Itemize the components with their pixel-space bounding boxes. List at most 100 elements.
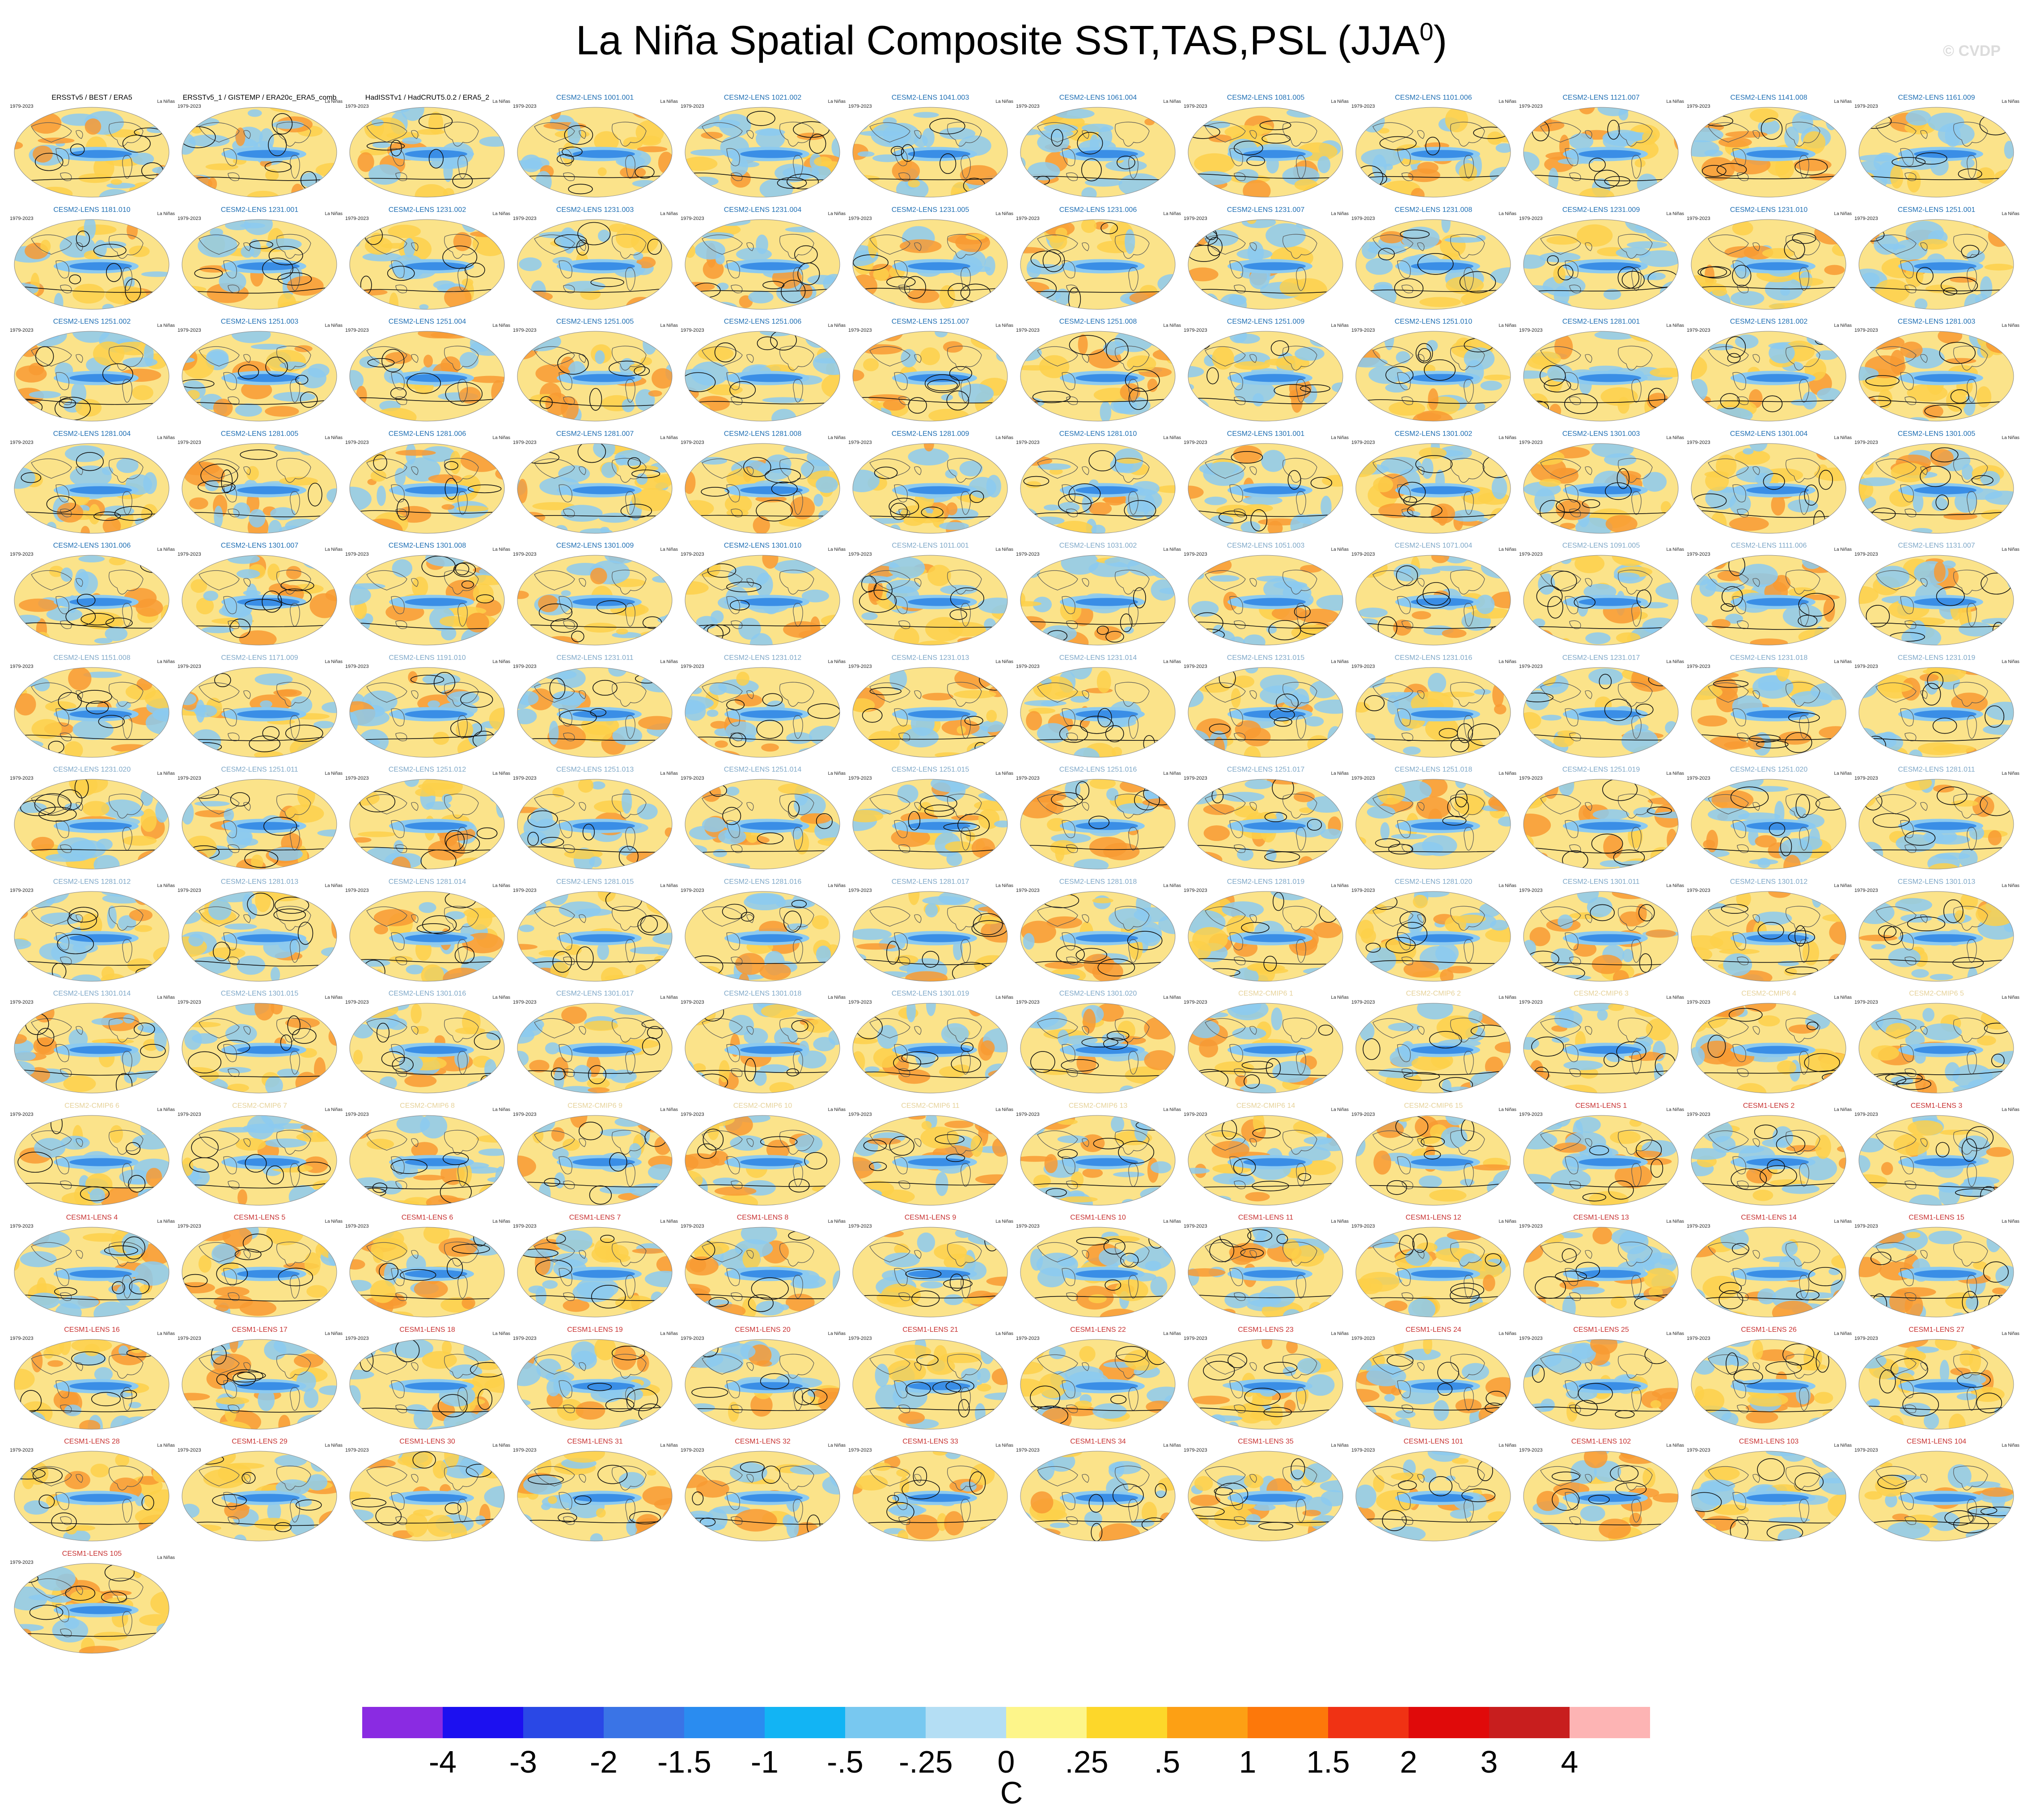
panel-label: CESM1-LENS 35 [1238, 1438, 1294, 1445]
colorbar-box [1409, 1707, 1489, 1738]
panel-period: 1979-2023 [1687, 439, 1710, 445]
panel-label: CESM2-LENS 1121.007 [1562, 94, 1640, 101]
panel-map [182, 1451, 337, 1541]
panel-label: CESM1-LENS 103 [1739, 1438, 1799, 1445]
panel-map [349, 1003, 505, 1094]
panel-map [1188, 1003, 1343, 1094]
panel-period: 1979-2023 [178, 439, 201, 445]
panel-map [182, 667, 337, 757]
panel-period: 1979-2023 [1519, 1111, 1543, 1117]
panel-stats: La Niñas [1163, 1219, 1181, 1224]
colorbar-tick-label: 1.5 [1306, 1744, 1350, 1779]
panel-label: HadISSTv1 / HadCRUT5.0.2 / ERA5_2 [365, 94, 490, 101]
panel-map [349, 779, 505, 870]
panel-label: CESM2-CMIP6 8 [400, 1102, 455, 1110]
panel-period: 1979-2023 [1184, 328, 1207, 333]
map-panel: CESM2-LENS 1251.020 1979-2023 La Niñas [1685, 766, 1853, 878]
map-panel: ERSSTv5_1 / GISTEMP / ERA20c_ERA5_comb 19… [176, 94, 343, 206]
panel-map [685, 107, 840, 198]
colorbar-tick-label: -4 [428, 1744, 457, 1779]
panel-label: CESM2-CMIP6 4 [1741, 990, 1796, 997]
panel-stats: La Niñas [2002, 659, 2019, 664]
map-panel: CESM2-LENS 1301.008 1979-2023 La Niñas [343, 542, 511, 654]
panel-map [517, 219, 673, 309]
colorbar-tick-label: -2 [589, 1744, 618, 1779]
panel-label: CESM2-LENS 1031.002 [1059, 542, 1137, 549]
panel-map [1020, 107, 1176, 198]
panel-stats: La Niñas [1666, 323, 1684, 328]
map-panel: CESM2-LENS 1151.008 1979-2023 La Niñas [8, 654, 176, 766]
panel-stats: La Niñas [660, 99, 678, 104]
panel-stats: La Niñas [660, 435, 678, 440]
panel-label: CESM2-LENS 1301.013 [1897, 878, 1976, 886]
panel-label: CESM2-LENS 1301.020 [1059, 990, 1137, 997]
map-panel: CESM1-LENS 9 1979-2023 La Niñas [846, 1214, 1014, 1326]
map-panel: CESM1-LENS 102 1979-2023 La Niñas [1517, 1438, 1685, 1550]
map-panel: CESM1-LENS 13 1979-2023 La Niñas [1517, 1214, 1685, 1326]
panel-label: CESM1-LENS 14 [1741, 1214, 1797, 1221]
map-panel: CESM1-LENS 34 1979-2023 La Niñas [1014, 1438, 1182, 1550]
panel-label: CESM2-LENS 1281.014 [388, 878, 466, 886]
panel-map [1355, 779, 1511, 870]
panel-map [1691, 1003, 1846, 1094]
panel-label: CESM2-LENS 1251.008 [1059, 318, 1137, 325]
panel-map [1691, 667, 1846, 757]
panel-map [182, 555, 337, 646]
panel-period: 1979-2023 [1854, 552, 1878, 557]
map-panel: CESM1-LENS 5 1979-2023 La Niñas [176, 1214, 343, 1326]
map-panel: CESM2-LENS 1231.012 1979-2023 La Niñas [679, 654, 846, 766]
panel-label: CESM2-LENS 1251.016 [1059, 766, 1137, 773]
panel-map [182, 1003, 337, 1094]
panel-label: CESM2-LENS 1231.012 [724, 654, 802, 662]
panel-period: 1979-2023 [1351, 776, 1375, 781]
panel-label: CESM1-LENS 28 [64, 1438, 120, 1445]
panel-map [1355, 443, 1511, 533]
panel-map [1691, 891, 1846, 981]
panel-label: CESM2-LENS 1251.013 [556, 766, 634, 773]
title-close-paren: ) [1433, 17, 1447, 63]
panel-period: 1979-2023 [848, 439, 872, 445]
panel-map [14, 331, 169, 422]
panel-map [1523, 107, 1679, 198]
map-panel: CESM1-LENS 26 1979-2023 La Niñas [1685, 1326, 1853, 1438]
panel-map [1691, 1115, 1846, 1205]
panel-stats: La Niñas [995, 659, 1013, 664]
panel-period: 1979-2023 [513, 1448, 537, 1453]
panel-map [1858, 1115, 2014, 1205]
panel-period: 1979-2023 [178, 663, 201, 669]
panel-label: CESM2-CMIP6 10 [733, 1102, 792, 1110]
map-panel: CESM1-LENS 18 1979-2023 La Niñas [343, 1326, 511, 1438]
panel-period: 1979-2023 [848, 776, 872, 781]
map-panel: CESM1-LENS 35 1979-2023 La Niñas [1182, 1438, 1350, 1550]
panel-map [1523, 1115, 1679, 1205]
panel-stats: La Niñas [1498, 659, 1516, 664]
panel-period: 1979-2023 [1687, 104, 1710, 109]
panel-label: CESM2-LENS 1281.013 [220, 878, 299, 886]
map-panel: CESM2-LENS 1281.019 1979-2023 La Niñas [1182, 878, 1350, 990]
panel-period: 1979-2023 [178, 1448, 201, 1453]
panel-period: 1979-2023 [1016, 328, 1040, 333]
panel-stats: La Niñas [828, 323, 846, 328]
panel-stats: La Niñas [1666, 659, 1684, 664]
map-panel: CESM2-LENS 1251.008 1979-2023 La Niñas [1014, 318, 1182, 430]
panel-label: CESM2-LENS 1231.006 [1059, 206, 1137, 214]
map-panel: CESM2-LENS 1251.004 1979-2023 La Niñas [343, 318, 511, 430]
panel-stats: La Niñas [492, 435, 510, 440]
map-panel: ERSSTv5 / BEST / ERA5 1979-2023 La Niñas [8, 94, 176, 206]
panel-period: 1979-2023 [681, 887, 704, 893]
map-panel: CESM2-LENS 1011.001 1979-2023 La Niñas [846, 542, 1014, 654]
panel-period: 1979-2023 [1687, 1000, 1710, 1005]
panel-label: CESM1-LENS 10 [1070, 1214, 1126, 1221]
map-panel: CESM2-CMIP6 1 1979-2023 La Niñas [1182, 990, 1350, 1102]
map-panel: CESM2-LENS 1301.009 1979-2023 La Niñas [511, 542, 679, 654]
map-panel: CESM2-LENS 1301.006 1979-2023 La Niñas [8, 542, 176, 654]
panel-period: 1979-2023 [1184, 776, 1207, 781]
panel-label: ERSSTv5_1 / GISTEMP / ERA20c_ERA5_comb [182, 94, 337, 101]
panel-label: CESM1-LENS 17 [232, 1326, 288, 1334]
map-panel: CESM2-LENS 1281.012 1979-2023 La Niñas [8, 878, 176, 990]
map-panel: CESM2-LENS 1301.012 1979-2023 La Niñas [1685, 878, 1853, 990]
panel-stats: La Niñas [157, 995, 175, 1000]
panel-period: 1979-2023 [1016, 1224, 1040, 1229]
panel-map [182, 779, 337, 870]
panel-stats: La Niñas [2002, 547, 2019, 552]
